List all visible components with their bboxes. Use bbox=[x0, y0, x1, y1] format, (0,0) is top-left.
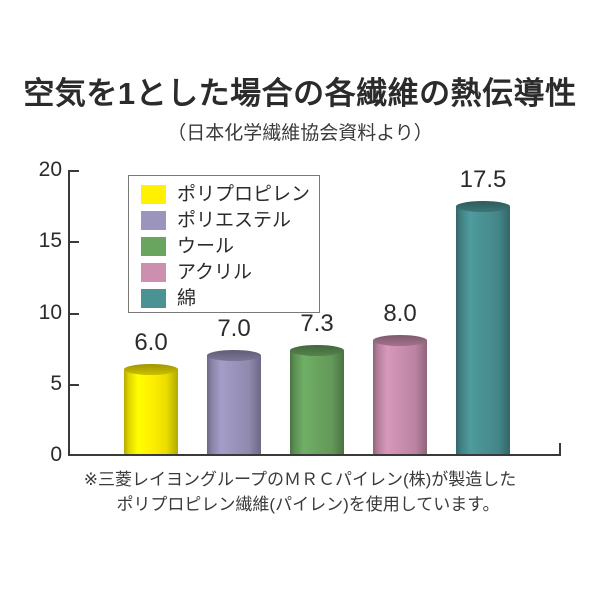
bar-body bbox=[290, 350, 344, 454]
x-axis-end-tick bbox=[559, 443, 561, 455]
bar: 8.0 bbox=[373, 300, 427, 454]
legend-item: ポリプロピレン bbox=[141, 182, 319, 207]
bar-top-ellipse bbox=[124, 363, 178, 375]
chart-subtitle: （日本化学繊維協会資料より） bbox=[167, 123, 433, 144]
bar-body bbox=[124, 368, 178, 454]
legend-item: アクリル bbox=[141, 260, 319, 285]
chart-legend: ポリプロピレン ポリエステル ウールアクリル綿 bbox=[128, 175, 320, 313]
y-tick-20 bbox=[68, 170, 79, 172]
legend-swatch-icon bbox=[141, 237, 166, 256]
bar: 7.3 bbox=[290, 310, 344, 454]
bar: 7.0 bbox=[207, 315, 261, 454]
y-axis-label-15: 15 bbox=[38, 229, 62, 252]
legend-item: 綿 bbox=[141, 286, 319, 311]
y-tick-15 bbox=[68, 241, 79, 243]
footnote-line-1: ※三菱レイヨングループのＭＲＣパイレン(株)が製造した bbox=[83, 470, 517, 489]
legend-swatch-icon bbox=[141, 211, 166, 230]
footnote: ※三菱レイヨングループのＭＲＣパイレン(株)が製造した ポリプロピレン繊維(パイ… bbox=[0, 468, 600, 517]
legend-item-label: ポリプロピレン bbox=[177, 184, 311, 205]
legend-item-label: アクリル bbox=[177, 262, 253, 283]
footnote-line-2: ポリプロピレン繊維(パイレン)を使用しています。 bbox=[116, 494, 500, 514]
bar: 6.0 bbox=[124, 329, 178, 454]
y-tick-10 bbox=[68, 313, 79, 315]
legend-swatch-icon bbox=[141, 289, 166, 308]
legend-item-label: 綿 bbox=[177, 288, 197, 309]
legend-swatch-icon bbox=[141, 263, 166, 282]
y-axis-label-20: 20 bbox=[38, 158, 62, 181]
bar: 17.5 bbox=[456, 166, 510, 454]
legend-swatch-icon bbox=[141, 185, 166, 204]
y-axis-label-5: 5 bbox=[50, 372, 62, 395]
bar-top-ellipse bbox=[207, 349, 261, 361]
legend-item: ポリエステル bbox=[141, 208, 319, 233]
bar-value-label: 8.0 bbox=[383, 300, 417, 328]
y-axis-label-10: 10 bbox=[38, 301, 62, 324]
bar-value-label: 17.5 bbox=[459, 165, 507, 193]
y-tick-5 bbox=[68, 384, 79, 386]
legend-item: ウール bbox=[141, 234, 319, 259]
x-axis-line bbox=[68, 454, 561, 456]
bar-value-label: 7.0 bbox=[217, 314, 251, 342]
bar-top-ellipse bbox=[456, 200, 510, 212]
bar-value-label: 6.0 bbox=[134, 328, 168, 356]
bar-body bbox=[373, 340, 427, 454]
bar-body bbox=[207, 354, 261, 454]
y-axis-label-0: 0 bbox=[50, 443, 62, 466]
bar-body bbox=[456, 205, 510, 454]
bar-top-ellipse bbox=[373, 335, 427, 347]
legend-item-label: ウール bbox=[177, 236, 235, 257]
legend-item-label: ポリエステル bbox=[177, 210, 292, 231]
bar-top-ellipse bbox=[290, 345, 344, 357]
page-title: 空気を1とした場合の各繊維の熱伝導性 bbox=[23, 76, 577, 111]
bar-value-label: 7.3 bbox=[300, 310, 334, 338]
